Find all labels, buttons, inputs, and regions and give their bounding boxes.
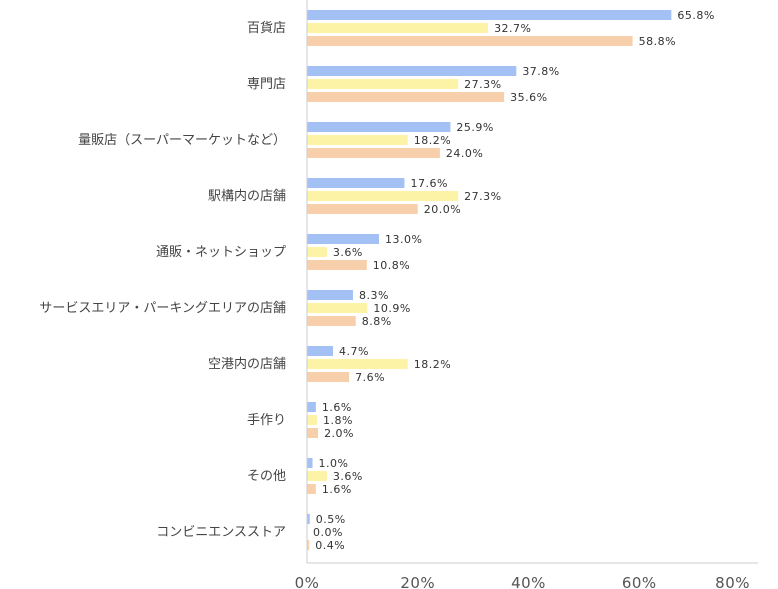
bar [307,247,327,257]
bar [307,346,334,356]
x-tick-label: 0% [295,574,320,589]
bar [307,191,459,201]
bar [307,178,405,188]
data-label: 17.6% [410,177,447,190]
data-label: 37.8% [522,65,559,78]
data-label: 3.6% [333,470,363,483]
data-label: 18.2% [414,358,451,371]
bar [307,290,353,300]
data-label: 58.8% [639,35,676,48]
data-label: 10.8% [373,259,410,272]
bar [307,79,459,89]
data-label: 1.6% [322,483,352,496]
data-label: 32.7% [494,22,531,35]
bar [307,92,505,102]
data-label: 10.9% [373,302,410,315]
x-axis-ticks: 0% 20% 40% 60% 80% [295,574,750,589]
category-label: 量販店（スーパーマーケットなど） [78,133,286,148]
category-label: 通販・ネットショップ [156,245,286,260]
bar [307,23,489,33]
data-label: 8.3% [359,289,389,302]
category-label: サービスエリア・パーキングエリアの店舗 [39,301,286,316]
data-label: 3.6% [333,246,363,259]
bar [307,372,350,382]
bar [307,260,367,270]
data-label: 1.8% [323,414,353,427]
value-labels-layer: 65.8% 32.7% 58.8% 37.8% 27.3% 35.6% 25.9% 18.2%… [313,9,714,552]
data-label: 35.6% [510,91,547,104]
category-label: 手作り [247,413,286,428]
data-label: 2.0% [324,427,354,440]
data-label: 8.8% [362,315,392,328]
data-label: 1.6% [322,401,352,414]
x-tick-label: 60% [622,574,657,589]
data-label: 13.0% [385,233,422,246]
data-label: 25.9% [456,121,493,134]
data-label: 0.5% [316,513,346,526]
category-label: 専門店 [247,77,286,92]
data-label: 7.6% [355,371,385,384]
data-label: 24.0% [446,147,483,160]
data-label: 20.0% [424,203,461,216]
bar [307,316,356,326]
bar [307,148,440,158]
data-label: 0.0% [313,526,343,539]
bars-layer [307,10,672,550]
bar [307,359,408,369]
x-tick-label: 40% [511,574,546,589]
bar [307,540,310,550]
bar [307,514,310,524]
data-label: 0.4% [315,539,345,552]
data-label: 1.0% [319,457,349,470]
bar [307,303,368,313]
data-label: 4.7% [339,345,369,358]
category-label: その他 [247,469,286,484]
category-label: 駅構内の店舗 [208,188,286,204]
bar [307,471,327,481]
bar [307,36,633,46]
bar [307,428,319,438]
data-label: 65.8% [677,9,714,22]
bar [307,415,317,425]
bar [307,135,408,145]
category-label: 空港内の店舗 [208,356,286,372]
bar [307,484,316,494]
category-label: 百貨店 [247,20,286,36]
x-tick-label: 20% [400,574,435,589]
bar [307,10,672,20]
bar [307,234,379,244]
bar [307,204,418,214]
bar [307,458,313,468]
bar [307,66,517,76]
bar [307,122,451,132]
x-tick-label: 80% [715,574,750,589]
bar [307,402,316,412]
data-label: 27.3% [464,78,501,91]
data-label: 18.2% [414,134,451,147]
category-label: コンビニエンスストア [156,525,286,540]
data-label: 27.3% [464,190,501,203]
